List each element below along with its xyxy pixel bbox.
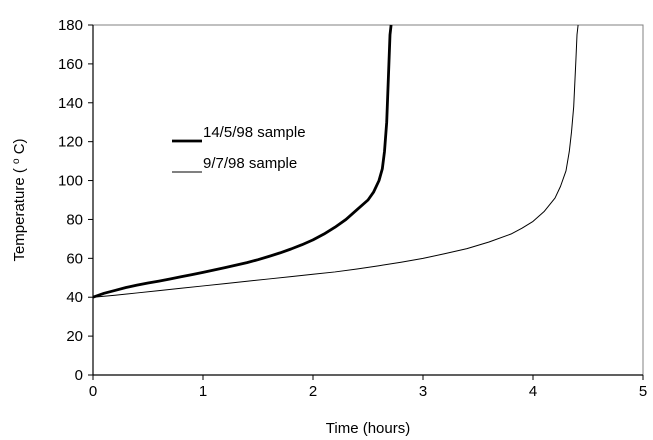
series-lines — [93, 24, 579, 299]
x-tick-label: 4 — [529, 383, 537, 400]
y-tick-label: 180 — [58, 17, 83, 34]
legend-label-2: 9/7/98 sample — [203, 155, 297, 172]
legend-label-1: 14/5/98 sample — [203, 124, 306, 141]
y-tick-label: 20 — [66, 328, 83, 345]
y-axis-title-superscript: o — [11, 158, 22, 164]
x-tick-label: 2 — [309, 383, 317, 400]
series-line-2 — [93, 24, 579, 298]
y-tick-label: 140 — [58, 95, 83, 112]
y-tick-label: 0 — [75, 367, 83, 384]
y-tick-label: 80 — [66, 211, 83, 228]
y-tick-label: 160 — [58, 56, 83, 73]
y-tick-label: 60 — [66, 250, 83, 267]
y-tick-label: 100 — [58, 173, 83, 190]
series-line-1 — [93, 24, 393, 299]
x-tick-label: 5 — [639, 383, 647, 400]
axes — [92, 25, 643, 376]
y-axis-title-after: C) — [11, 138, 28, 154]
ticks: 0 20 40 60 80 100 120 140 160 180 0 1 2 3 4 5 — [58, 17, 647, 400]
y-axis-title-before: Temperature ( — [11, 168, 28, 261]
y-tick-label: 120 — [58, 134, 83, 151]
x-tick-label: 0 — [89, 383, 97, 400]
legend: 14/5/98 sample 9/7/98 sample — [172, 124, 306, 173]
x-axis-title: Time (hours) — [326, 420, 410, 437]
x-tick-label: 1 — [199, 383, 207, 400]
y-tick-label: 40 — [66, 289, 83, 306]
y-axis-title: Temperature ( o C) — [11, 138, 29, 261]
x-tick-label: 3 — [419, 383, 427, 400]
